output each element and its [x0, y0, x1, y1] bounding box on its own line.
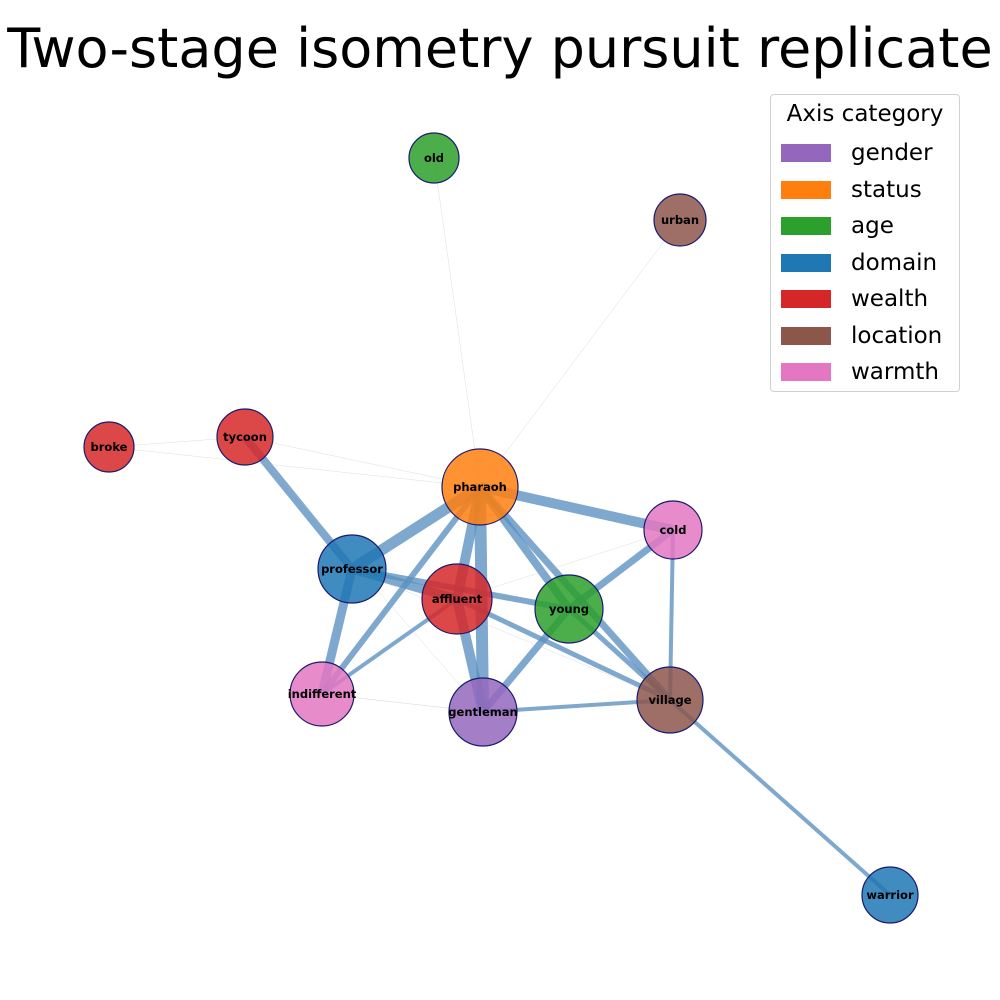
edge-village-warrior: [668, 698, 892, 897]
edge-old-pharaoh: [433, 157, 481, 488]
legend-label: location: [851, 322, 943, 349]
node-circle: [643, 500, 703, 560]
node-circle: [653, 193, 707, 247]
legend-swatch: [781, 326, 831, 345]
node-cold: cold: [643, 500, 703, 560]
node-circle: [861, 866, 919, 924]
legend-swatch: [781, 180, 831, 199]
node-label: young: [549, 602, 589, 616]
edge-affluent-village: [455, 596, 672, 703]
node-professor: professor: [317, 534, 387, 604]
node-label: urban: [661, 213, 699, 227]
legend: Axis category gender status age domain wealt…: [770, 94, 960, 392]
legend-label: domain: [851, 249, 938, 276]
node-circle: [216, 408, 274, 466]
edge-pharaoh-indifferent: [319, 485, 483, 696]
node-circle: [83, 421, 135, 473]
legend-swatch: [781, 290, 831, 309]
node-broke: broke: [83, 421, 135, 473]
node-label: village: [648, 693, 691, 707]
legend-label: wealth: [851, 286, 929, 313]
node-affluent: affluent: [421, 563, 493, 635]
legend-label: status: [851, 176, 922, 203]
node-label: indifferent: [288, 687, 357, 701]
node-village: village: [636, 666, 704, 734]
legend-swatch: [781, 363, 831, 382]
node-pharaoh: pharaoh: [441, 448, 519, 526]
legend-label: gender: [851, 140, 933, 167]
legend-item-gender: gender: [781, 135, 949, 172]
node-circle: [448, 677, 518, 747]
node-label: affluent: [432, 592, 483, 606]
node-young: young: [534, 574, 604, 644]
edge-tycoon-pharaoh: [244, 436, 481, 488]
edge-cold-affluent: [456, 529, 674, 600]
node-circle: [289, 661, 355, 727]
legend-item-age: age: [781, 208, 949, 245]
node-label: pharaoh: [453, 480, 507, 494]
node-label: gentleman: [448, 705, 517, 719]
node-gentleman: gentleman: [448, 677, 518, 747]
node-old: old: [408, 132, 460, 184]
node-label: professor: [321, 562, 383, 576]
edge-professor-village: [351, 568, 671, 701]
legend-item-domain: domain: [781, 245, 949, 282]
legend-item-warmth: warmth: [781, 354, 949, 391]
node-label: tycoon: [223, 430, 267, 444]
legend-item-location: location: [781, 318, 949, 355]
edge-urban-pharaoh: [479, 219, 681, 488]
legend-swatch: [781, 253, 831, 272]
node-warrior: warrior: [861, 866, 919, 924]
legend-swatch: [781, 144, 831, 163]
node-label: cold: [660, 523, 687, 537]
node-tycoon: tycoon: [216, 408, 274, 466]
node-circle: [441, 448, 519, 526]
legend-items: gender status age domain wealth location warmt…: [781, 135, 949, 391]
legend-swatch: [781, 217, 831, 236]
node-circle: [408, 132, 460, 184]
node-indifferent: indifferent: [288, 661, 357, 727]
legend-label: age: [851, 213, 894, 240]
chart-title: Two-stage isometry pursuit replicate: [7, 17, 993, 80]
legend-item-wealth: wealth: [781, 281, 949, 318]
node-urban: urban: [653, 193, 707, 247]
node-circle: [636, 666, 704, 734]
legend-title: Axis category: [786, 101, 944, 127]
node-circle: [421, 563, 493, 635]
nodes-layer: old urban broke tycoon pharaoh cold professor a…: [83, 132, 919, 924]
edge-broke-pharaoh: [108, 446, 481, 488]
node-label: old: [424, 151, 444, 165]
legend-label: warmth: [851, 359, 939, 386]
legend-item-status: status: [781, 172, 949, 209]
node-circle: [317, 534, 387, 604]
node-label: broke: [91, 440, 128, 454]
node-circle: [534, 574, 604, 644]
node-label: warrior: [866, 888, 914, 902]
